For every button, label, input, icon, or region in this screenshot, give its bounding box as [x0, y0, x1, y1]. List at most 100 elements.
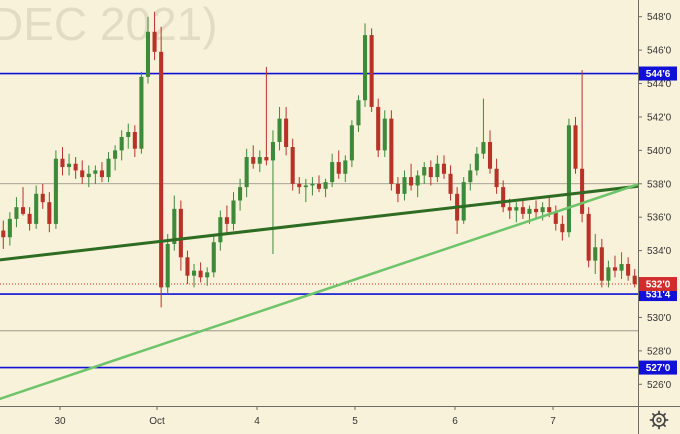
- candle-body: [290, 147, 295, 184]
- candle-body: [356, 100, 361, 126]
- candle-body: [612, 267, 618, 271]
- candle-body: [606, 267, 611, 281]
- candle-body: [14, 207, 19, 219]
- price-tick-label: 538'0: [647, 179, 672, 190]
- candle-body: [323, 182, 328, 189]
- candle-body: [191, 270, 197, 276]
- candle-body: [514, 207, 519, 211]
- trend-line: [0, 183, 647, 262]
- candle-body: [1, 230, 6, 238]
- candle-body: [435, 163, 440, 178]
- candle-body: [224, 217, 229, 224]
- candle-body: [238, 187, 243, 201]
- level-tag-label: 544'6: [646, 69, 671, 80]
- candle-body: [560, 223, 565, 233]
- candle-body: [34, 193, 39, 224]
- candle-body: [330, 162, 335, 183]
- candle-body: [218, 217, 223, 243]
- level-tag-label: 531'4: [646, 290, 671, 301]
- candle-body: [494, 168, 499, 188]
- candle-body: [343, 160, 348, 174]
- candle-body: [99, 170, 104, 178]
- candle-body: [145, 31, 151, 77]
- candle-body: [139, 76, 144, 149]
- candle-body: [501, 187, 506, 208]
- candle-body: [297, 183, 302, 188]
- candle-body: [402, 177, 407, 194]
- time-axis-panel: [0, 406, 680, 434]
- candle-body: [7, 218, 12, 238]
- candle-body: [527, 208, 532, 214]
- candle-body: [231, 200, 236, 224]
- time-tick-label: 6: [452, 416, 458, 427]
- candle-body: [119, 137, 124, 151]
- candle-body: [619, 263, 624, 271]
- candle-body: [27, 213, 32, 224]
- candle-body: [534, 208, 539, 213]
- candle-body: [395, 183, 400, 194]
- candle-body: [461, 182, 466, 221]
- candle-body: [264, 157, 269, 161]
- candle-body: [468, 170, 473, 183]
- candle-body: [553, 212, 558, 224]
- price-tick-label: 548'0: [647, 12, 672, 23]
- candle-body: [178, 208, 183, 258]
- candle-body: [86, 173, 91, 178]
- candle-body: [53, 158, 58, 224]
- candle-body: [132, 131, 137, 149]
- last-price-tag: [639, 277, 677, 292]
- candle-body: [165, 243, 170, 288]
- level-tag: [639, 360, 677, 375]
- time-tick-label: 5: [352, 416, 358, 427]
- price-tick-label: 536'0: [647, 213, 672, 224]
- candle-body: [441, 163, 447, 174]
- candle-body: [244, 157, 249, 188]
- candle-body: [113, 150, 118, 159]
- candle-body: [632, 275, 637, 285]
- candle-body: [448, 173, 453, 194]
- candle-body: [303, 185, 308, 188]
- price-tick-label: 540'0: [647, 146, 672, 157]
- candle-body: [409, 177, 414, 186]
- candle-body: [566, 125, 571, 233]
- last-price-tag-label: 532'0: [646, 280, 671, 291]
- candle-body: [363, 35, 368, 101]
- candle-body: [20, 207, 26, 214]
- level-lines-layer: [0, 72, 638, 369]
- price-tick-label: 542'0: [647, 112, 672, 123]
- candle-body: [310, 183, 315, 186]
- candle-body: [520, 207, 525, 214]
- candle-body: [40, 193, 45, 203]
- candle-body: [481, 142, 486, 154]
- candle-body: [626, 263, 631, 276]
- candle-body: [270, 142, 275, 161]
- time-tick-label: 4: [254, 416, 260, 427]
- candle-body: [172, 208, 177, 244]
- candle-body: [474, 153, 479, 171]
- candle-body: [428, 167, 433, 178]
- candle-body: [211, 242, 216, 273]
- candle-body: [415, 175, 420, 186]
- candle-body: [47, 202, 52, 224]
- candle-body: [126, 131, 131, 138]
- level-tag-label: 527'0: [646, 363, 671, 374]
- candle-body: [586, 213, 591, 261]
- candle-body: [185, 257, 190, 276]
- candle-body: [369, 35, 374, 107]
- candle-body: [540, 207, 545, 213]
- candle-body: [349, 125, 354, 161]
- candle-body: [93, 170, 98, 174]
- candle-body: [60, 158, 65, 168]
- price-tick-label: 528'0: [647, 346, 672, 357]
- candle-body: [487, 142, 493, 169]
- gear-icon[interactable]: [649, 410, 669, 430]
- trend-lines-layer: [0, 180, 647, 401]
- price-tick-label: 526'0: [647, 380, 672, 391]
- candle-body: [573, 125, 578, 169]
- time-tick-label: 7: [550, 416, 556, 427]
- candle-body: [152, 31, 157, 52]
- candle-body: [257, 157, 262, 164]
- price-tick-label: 530'0: [647, 313, 672, 324]
